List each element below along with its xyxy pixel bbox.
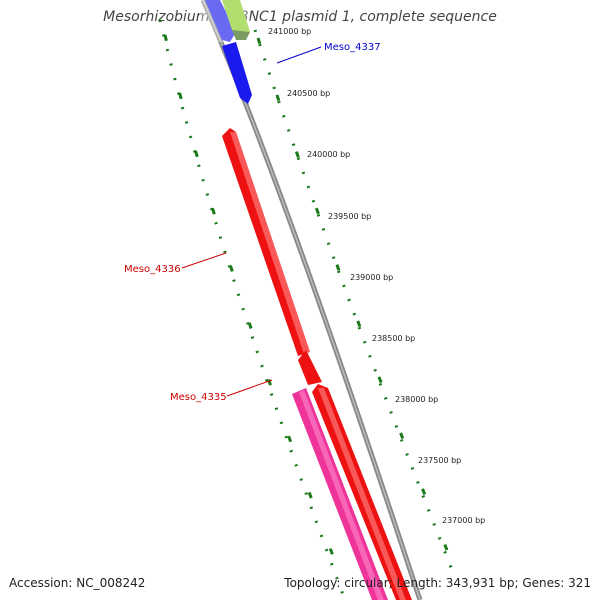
gene-arrow-pink-lower-shade (299, 390, 384, 600)
accession-text: Accession: NC_008242 (9, 576, 146, 590)
gene-arrow-meso-4335 (298, 350, 322, 385)
gene-arrow-meso-4337 (222, 42, 252, 104)
tick-label-238000: 238000 bp (395, 395, 438, 404)
tick-label-237500: 237500 bp (418, 456, 461, 465)
tick-label-239000: 239000 bp (350, 273, 393, 282)
gene-label-meso-4336: Meso_4336 (124, 264, 181, 275)
tick-label-239500: 239500 bp (328, 212, 371, 221)
leader-line-meso-4335 (226, 379, 273, 397)
gene-label-meso-4337: Meso_4337 (324, 42, 381, 53)
left-scale-track (158, 19, 352, 600)
leader-line-meso-4337 (276, 46, 322, 64)
gene-block-green-dark (232, 30, 250, 40)
gene-arrow-meso-4336-shade (230, 132, 310, 354)
tick-label-238500: 238500 bp (372, 334, 415, 343)
topology-text: Topology: circular; Length: 343,931 bp; … (284, 576, 591, 590)
tick-label-237000: 237000 bp (442, 516, 485, 525)
tick-label-241000: 241000 bp (268, 27, 311, 36)
gene-block-green-top (222, 0, 250, 40)
leader-line-meso-4336 (181, 252, 227, 269)
gene-arrow-red-lower-shade (318, 388, 406, 600)
gene-block-blue-top (205, 0, 236, 42)
top-overlay (200, 0, 250, 42)
map-title: Mesorhizobium sp. BNC1 plasmid 1, comple… (103, 9, 497, 25)
gene-label-meso-4335: Meso_4335 (170, 392, 227, 403)
tick-label-240500: 240500 bp (287, 89, 330, 98)
tick-label-240000: 240000 bp (307, 150, 350, 159)
